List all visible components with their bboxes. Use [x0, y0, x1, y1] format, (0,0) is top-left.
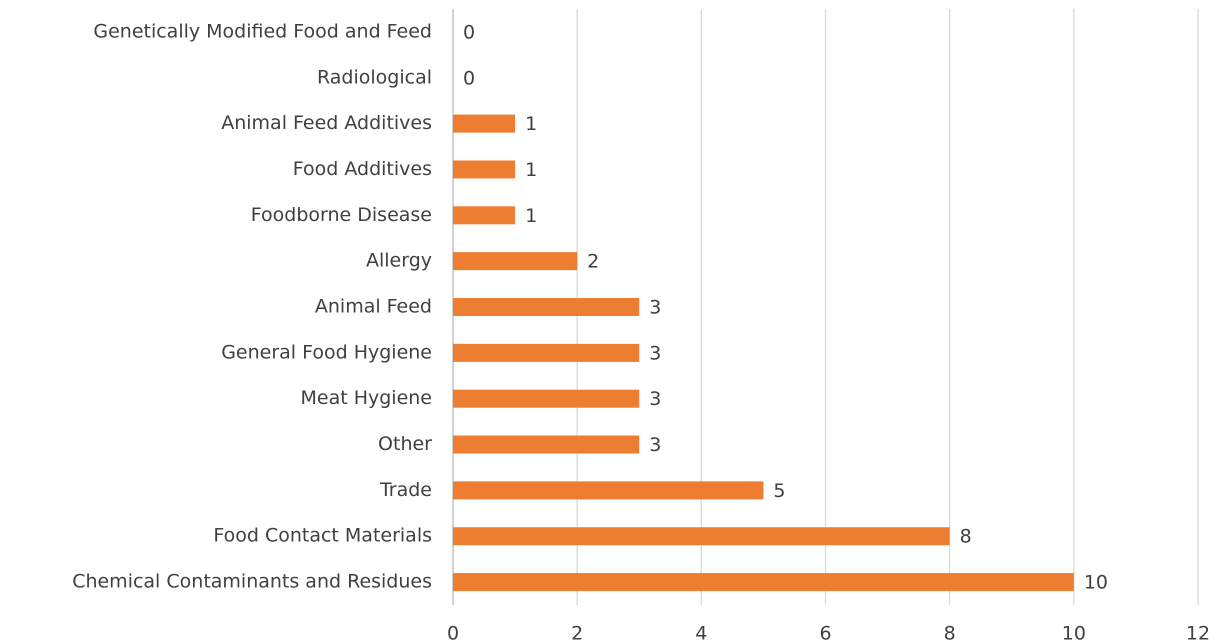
data-label: 3: [649, 434, 661, 456]
x-tick-label: 12: [1186, 623, 1210, 644]
y-tick-label: Animal Feed Additives: [221, 112, 432, 134]
y-tick-label: Chemical Contaminants and Residues: [72, 571, 432, 593]
y-tick-label: Meat Hygiene: [300, 387, 432, 409]
bar: [453, 298, 640, 316]
data-label: 8: [960, 526, 972, 548]
bar: [453, 573, 1074, 592]
bar: [453, 527, 950, 546]
y-tick-label: Animal Feed: [315, 296, 432, 318]
x-tick-label: 4: [695, 623, 707, 644]
x-tick-label: 10: [1062, 623, 1086, 644]
bar: [453, 481, 764, 500]
x-tick-label: 2: [571, 623, 583, 644]
bar: [453, 206, 516, 225]
y-tick-label: Allergy: [366, 250, 432, 272]
bar: [453, 252, 578, 271]
data-label: 1: [525, 113, 537, 135]
data-label: 0: [463, 67, 475, 89]
data-label: 2: [587, 251, 599, 273]
data-label: 10: [1084, 572, 1108, 594]
data-label: 0: [463, 21, 475, 43]
x-tick-label: 6: [819, 623, 831, 644]
y-tick-label: Food Contact Materials: [213, 525, 432, 547]
data-label: 5: [773, 480, 785, 502]
y-tick-label: Foodborne Disease: [251, 204, 432, 226]
data-label: 3: [649, 342, 661, 364]
y-tick-label: Trade: [379, 479, 432, 501]
y-tick-label: General Food Hygiene: [221, 341, 432, 363]
x-tick-label: 0: [447, 623, 459, 644]
bar: [453, 343, 640, 362]
data-label: 3: [649, 297, 661, 319]
bar: [453, 389, 640, 408]
data-label: 1: [525, 205, 537, 227]
bar: [453, 114, 516, 133]
y-tick-label: Other: [378, 433, 432, 455]
y-tick-label: Genetically Modified Food and Feed: [93, 20, 432, 42]
bar: [453, 160, 516, 179]
bar: [453, 435, 640, 454]
data-label: 3: [649, 388, 661, 410]
y-tick-label: Radiological: [317, 66, 432, 88]
data-label: 1: [525, 159, 537, 181]
y-tick-label: Food Additives: [293, 158, 432, 180]
x-tick-label: 8: [944, 623, 956, 644]
